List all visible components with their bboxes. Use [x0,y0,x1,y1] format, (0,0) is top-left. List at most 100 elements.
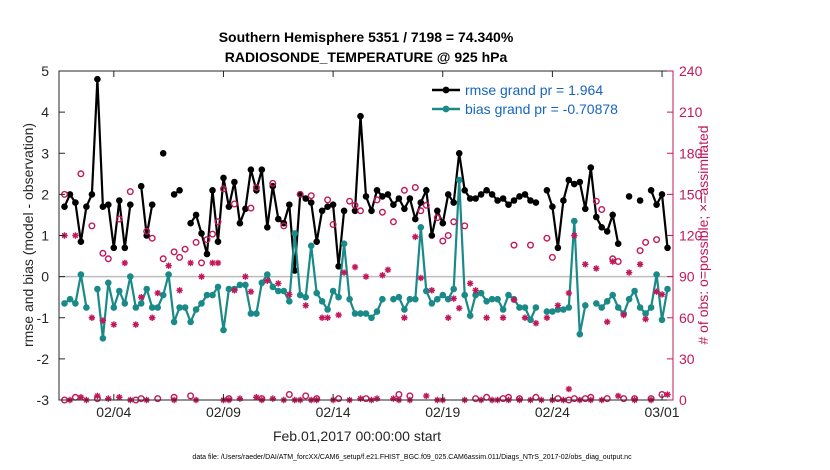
rmse-point [450,199,458,206]
bias-point [439,291,447,299]
rmse-point [576,178,584,186]
obs-assimilated-point [154,289,161,297]
plot-area [59,71,673,400]
x-tick-label: 02/14 [316,404,351,420]
rmse-point [565,176,573,184]
obs-possible-point [411,183,419,191]
bias-point [280,287,288,295]
rmse-point [582,205,589,213]
obs-possible-point [642,238,650,246]
obs-possible-point [510,241,518,249]
obs-assimilated-point [455,304,463,312]
bias-point [192,306,200,313]
rmse-point [554,244,562,252]
bias-point [253,310,260,317]
obs-assimilated-point [209,259,216,267]
legend-bias-label: bias grand pr = -0.70878 [465,101,618,117]
rmse-point [483,187,490,194]
bias-point [83,304,90,311]
bias-point [527,316,534,324]
rmse-point [603,228,611,235]
rmse-point [477,191,485,198]
obs-assimilated-point [340,269,348,276]
legend-rmse-label: rmse grand pr = 1.964 [465,82,603,98]
rmse-point [499,195,507,202]
bias-point [346,295,353,303]
obs-assimilated-point [138,293,145,301]
rmse-point [110,244,118,252]
obs-possible-point [88,222,96,230]
bias-point [291,230,299,237]
bias-point [187,318,194,326]
obs-assimilated-point [148,314,156,321]
rmse-point [543,187,551,194]
bias-point [664,285,671,293]
rmse-point [401,205,408,213]
obs-possible-point [570,395,578,403]
obs-assimilated-point [373,395,381,402]
rmse-point [264,224,271,231]
obs-assimilated-point [269,395,277,402]
bias-point [94,285,101,293]
bias-point [264,271,271,278]
y-axis-label-right: # of obs: o=possible; ×=assimilated [695,125,711,344]
obs-assimilated-point [384,266,392,273]
rmse-point [127,201,134,208]
rmse-point [357,112,364,120]
obs-possible-point [444,231,452,239]
bias-point [116,287,123,295]
obs-possible-point [373,196,381,204]
rmse-point [647,187,655,194]
bias-point [302,293,310,301]
bias-point [488,295,496,303]
bias-point [137,300,145,307]
bias-point [455,176,463,184]
rmse-point [587,164,595,171]
obs-possible-point [208,230,216,238]
rmse-point [494,197,501,204]
obs-assimilated-point [636,261,644,268]
bias-point [313,289,321,297]
rmse-point [472,195,479,202]
rmse-point [532,199,540,206]
obs-assimilated-point [401,314,408,321]
bias-point [543,308,551,315]
obs-possible-point [269,179,277,187]
obs-possible-point [296,190,304,198]
obs-assimilated-point [521,314,529,321]
obs-assimilated-point [324,314,331,321]
obs-assimilated-point [318,314,326,321]
obs-possible-point [214,218,222,226]
bias-point [582,302,589,309]
rmse-point [77,238,85,245]
rmse-point [148,201,156,208]
obs-possible-point [99,249,107,257]
bias-point [286,298,293,305]
bias-point [132,304,140,311]
right-tick-label: 210 [679,104,703,120]
obs-possible-point [653,236,661,244]
rmse-point [159,150,167,157]
rmse-point [461,187,469,194]
rmse-point [209,187,216,194]
obs-assimilated-point [253,394,260,401]
obs-possible-point [439,237,447,245]
bias-point [642,310,649,317]
obs-possible-point [170,248,178,256]
obs-possible-point [400,186,408,194]
left-tick-label: -1 [37,310,50,326]
obs-assimilated-point [187,259,194,267]
obs-assimilated-point [483,314,490,321]
right-tick-label: 90 [679,269,695,285]
bias-point [466,312,474,320]
obs-possible-point [126,188,134,196]
bias-point [593,300,600,307]
rmse-point [406,195,414,202]
rmse-point [313,238,321,245]
obs-possible-point [548,253,556,261]
rmse-point [88,191,96,198]
rmse-point [83,203,90,210]
obs-assimilated-point [472,287,479,294]
right-tick-label: 0 [679,392,687,408]
bias-point [258,279,266,287]
